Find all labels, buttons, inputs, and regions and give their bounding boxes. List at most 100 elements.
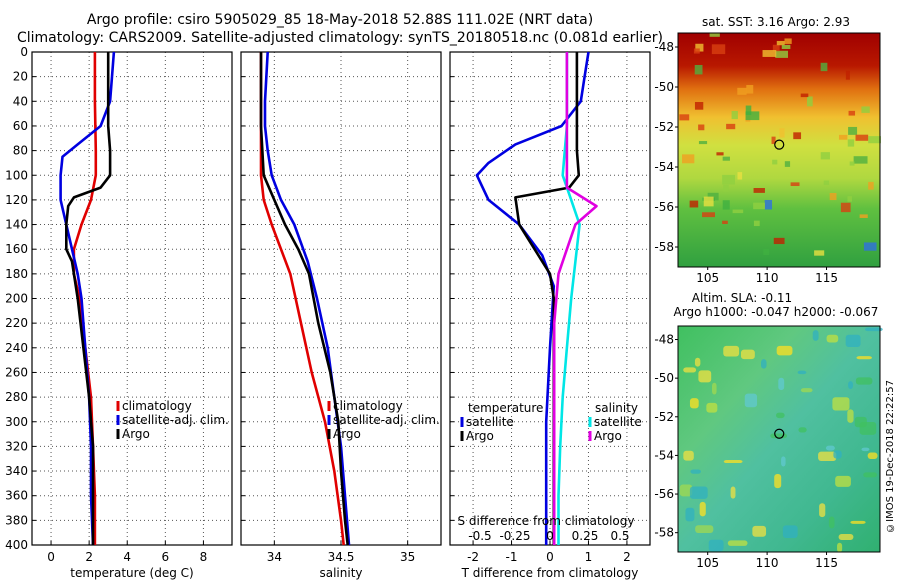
map-y-tick-label: -58 <box>654 240 674 254</box>
legend-title-temperature: temperature <box>468 401 543 415</box>
map-texture-cell <box>693 48 700 54</box>
map-texture-cell <box>707 192 719 201</box>
map-texture-cell <box>702 212 715 218</box>
map-texture-cell <box>818 451 837 462</box>
map-texture-cell <box>727 540 748 546</box>
map-texture-cell <box>820 62 828 72</box>
map-texture-cell <box>800 93 809 98</box>
map-texture-cell <box>781 456 786 467</box>
map-texture-cell <box>850 520 866 524</box>
map-texture-cell <box>861 106 870 113</box>
map-texture-cell <box>773 237 785 245</box>
map-x-tick-label: 115 <box>815 556 838 570</box>
map-texture-cell <box>849 161 855 166</box>
map-texture-cell <box>770 433 788 439</box>
map-texture-cell <box>778 377 785 391</box>
map-texture-cell <box>685 507 695 522</box>
legend-label: Argo <box>333 427 361 441</box>
legend-label: Argo <box>122 427 150 441</box>
map-texture-cell <box>712 382 717 395</box>
x-tick-label: 0 <box>546 550 554 564</box>
y-tick-label: 0 <box>20 45 28 59</box>
x-tick-label: 0 <box>47 550 55 564</box>
map-texture-cell <box>722 220 728 224</box>
map-texture-cell <box>776 345 793 356</box>
map-y-tick-label: -52 <box>654 410 674 424</box>
y-tick-label: 320 <box>5 439 28 453</box>
map-texture-cell <box>781 44 791 49</box>
legend-label: Argo <box>466 429 494 443</box>
map-texture-cell <box>683 450 694 461</box>
map-texture-cell <box>823 180 830 186</box>
y-tick-label: 360 <box>5 489 28 503</box>
map-texture-cell <box>797 370 807 375</box>
difference-profile-panel: -2 -1 0 1 2 T difference from climatology temp… <box>449 51 651 580</box>
map-texture-cell <box>793 132 802 140</box>
legend-label: climatology <box>122 399 192 413</box>
map-texture-cell <box>716 152 724 156</box>
x-axis-label: salinity <box>319 566 362 580</box>
legend-label: climatology <box>333 399 403 413</box>
y-tick-label: 380 <box>5 513 28 527</box>
map-texture-cell <box>730 486 736 499</box>
y-tick-label: 220 <box>5 316 28 330</box>
map-texture-cell <box>848 126 858 135</box>
map-texture-cell <box>861 447 870 452</box>
map-texture-cell <box>798 427 807 433</box>
sla-map-title-line2: Argo h1000: -0.047 h2000: -0.067 <box>674 305 879 319</box>
map-texture-cell <box>722 200 730 210</box>
map-texture-cell <box>784 38 792 44</box>
y-tick-label: 60 <box>13 119 28 133</box>
map-y-tick-label: -58 <box>654 526 674 540</box>
y-tick-label: 160 <box>5 242 28 256</box>
map-texture-cell <box>679 114 690 121</box>
map-texture-cell <box>784 161 791 167</box>
map-texture-cell <box>806 96 813 107</box>
map-y-tick-label: -54 <box>654 160 674 174</box>
map-texture-cell <box>856 356 872 360</box>
map-texture-cell <box>855 134 869 141</box>
map-texture-cell <box>709 33 720 37</box>
map-texture-cell <box>731 110 738 120</box>
map-texture-cell <box>829 192 837 201</box>
series-line-s-satellite <box>557 52 581 545</box>
map-y-tick-label: -56 <box>654 200 674 214</box>
x-tick-label: 2 <box>85 550 93 564</box>
map-texture-cell <box>776 40 785 46</box>
map-texture-cell <box>863 472 878 478</box>
map-texture-cell <box>855 377 873 385</box>
map-texture-cell <box>790 182 800 187</box>
map-frame <box>677 325 881 553</box>
map-texture-cell <box>740 349 755 360</box>
map-texture-cell <box>763 248 770 255</box>
map-texture-cell <box>864 327 883 332</box>
map-texture-cell <box>868 181 874 190</box>
map-texture-cell <box>819 503 826 518</box>
map-texture-cell <box>774 474 782 489</box>
y-tick-label: 180 <box>5 267 28 281</box>
map-y-tick-label: -48 <box>654 40 674 54</box>
map-texture-cell <box>698 141 708 145</box>
y-tick-label: 100 <box>5 168 28 182</box>
x-tick-label: -1 <box>506 550 518 564</box>
map-texture-cell <box>689 200 699 208</box>
map-y-tick-label: -50 <box>654 80 674 94</box>
timestamp-stamp: ©IMOS 19-Dec-2018 22:22:57 <box>885 380 896 533</box>
map-texture-cell <box>828 516 835 529</box>
legend-label: satellite-adj. clim. <box>122 413 229 427</box>
y-tick-label: 300 <box>5 415 28 429</box>
legend-title-salinity: salinity <box>595 401 638 415</box>
map-texture-cell <box>832 397 850 411</box>
chart-title-line2: Climatology: CARS2009. Satellite-adjuste… <box>16 30 664 46</box>
map-texture-cell <box>722 174 736 185</box>
salinity-profile-panel: 34 34.5 35 salinity climatologysatellite-adj… <box>240 51 442 580</box>
map-texture-cell <box>863 242 877 251</box>
map-texture-cell <box>848 381 853 390</box>
legend-label: Argo <box>594 429 622 443</box>
map-texture-cell <box>683 367 697 373</box>
map-texture-cell <box>840 202 851 213</box>
sla-field <box>678 326 880 552</box>
s-tick-label: 0.5 <box>610 529 629 543</box>
map-texture-cell <box>689 398 699 409</box>
